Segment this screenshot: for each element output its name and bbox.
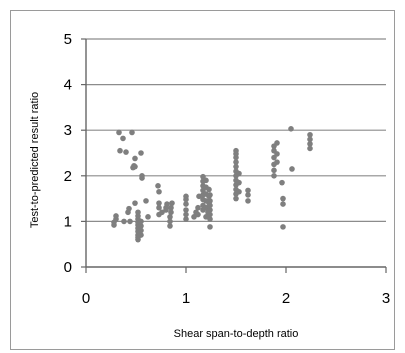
data-point xyxy=(138,223,144,229)
y-tick-label-4: 4 xyxy=(64,77,72,94)
data-point xyxy=(126,205,132,212)
data-point xyxy=(167,218,173,225)
data-point xyxy=(245,187,251,194)
y-tick-label-3: 3 xyxy=(64,122,72,139)
data-point xyxy=(183,211,189,218)
data-point xyxy=(132,155,138,162)
x-tick-label-2: 2 xyxy=(282,290,290,307)
data-point xyxy=(207,198,213,204)
data-point xyxy=(143,198,149,204)
data-point xyxy=(207,224,213,230)
data-point xyxy=(155,183,161,189)
data-point xyxy=(236,179,242,186)
data-point xyxy=(280,195,286,202)
data-point xyxy=(206,186,212,193)
data-point xyxy=(307,131,313,138)
data-points xyxy=(111,126,313,243)
data-point xyxy=(117,147,123,154)
data-point xyxy=(207,216,213,222)
data-point xyxy=(289,166,295,172)
data-point xyxy=(145,214,151,220)
data-point xyxy=(183,193,189,200)
data-point xyxy=(121,218,127,225)
data-point xyxy=(132,200,138,206)
data-point xyxy=(207,207,213,213)
y-tick-label-0: 0 xyxy=(64,259,72,276)
data-point xyxy=(207,211,213,218)
data-point xyxy=(233,147,239,154)
data-point xyxy=(120,135,126,142)
x-axis-title: Shear span-to-depth ratio xyxy=(174,328,299,340)
data-point xyxy=(271,173,277,179)
data-point xyxy=(233,159,239,165)
data-point xyxy=(274,159,280,165)
data-point xyxy=(288,126,294,132)
data-point xyxy=(245,198,251,204)
y-tick-label-2: 2 xyxy=(64,168,72,185)
x-tick-label-1: 1 xyxy=(182,290,190,307)
y-tick-label-1: 1 xyxy=(64,213,72,230)
data-point xyxy=(156,200,162,206)
data-point xyxy=(245,192,251,198)
data-point xyxy=(195,204,201,211)
data-point xyxy=(233,163,239,170)
data-point xyxy=(307,136,313,143)
data-point xyxy=(280,201,286,207)
x-tick-label-0: 0 xyxy=(82,290,90,307)
data-point xyxy=(139,173,145,179)
data-point xyxy=(236,170,242,177)
data-point xyxy=(123,149,129,155)
data-point xyxy=(183,201,189,207)
y-axis-title: Test-to-predicted result ratio xyxy=(29,92,41,228)
data-point xyxy=(207,202,213,209)
data-point xyxy=(274,151,280,157)
data-point xyxy=(279,179,285,186)
data-point xyxy=(164,201,170,207)
y-tick-label-5: 5 xyxy=(64,31,72,48)
data-point xyxy=(271,167,277,174)
data-point xyxy=(274,140,280,146)
data-point xyxy=(207,192,213,198)
data-point xyxy=(127,218,133,225)
axes xyxy=(81,38,387,273)
data-point xyxy=(138,218,144,225)
data-point xyxy=(307,141,313,147)
data-point xyxy=(156,204,162,211)
data-point xyxy=(236,188,242,195)
data-point xyxy=(167,214,173,220)
data-point xyxy=(203,177,209,184)
data-point xyxy=(116,129,122,136)
data-point xyxy=(233,195,239,202)
data-point xyxy=(138,150,144,156)
x-tick-label-3: 3 xyxy=(382,290,390,307)
data-point xyxy=(169,200,175,206)
data-point xyxy=(129,129,135,136)
data-point xyxy=(138,227,144,234)
data-point xyxy=(156,188,162,195)
data-point xyxy=(168,209,174,216)
data-point xyxy=(132,163,138,170)
data-point xyxy=(307,145,313,152)
data-point xyxy=(195,211,201,218)
data-point xyxy=(280,224,286,230)
tick-labels: 0 1 2 3 4 5 0 1 2 3 xyxy=(64,31,391,307)
data-point xyxy=(183,207,189,213)
data-point xyxy=(183,216,189,222)
data-point xyxy=(167,223,173,229)
data-point xyxy=(138,232,144,238)
data-point xyxy=(135,209,141,216)
data-point xyxy=(113,213,119,219)
data-point xyxy=(168,204,174,211)
